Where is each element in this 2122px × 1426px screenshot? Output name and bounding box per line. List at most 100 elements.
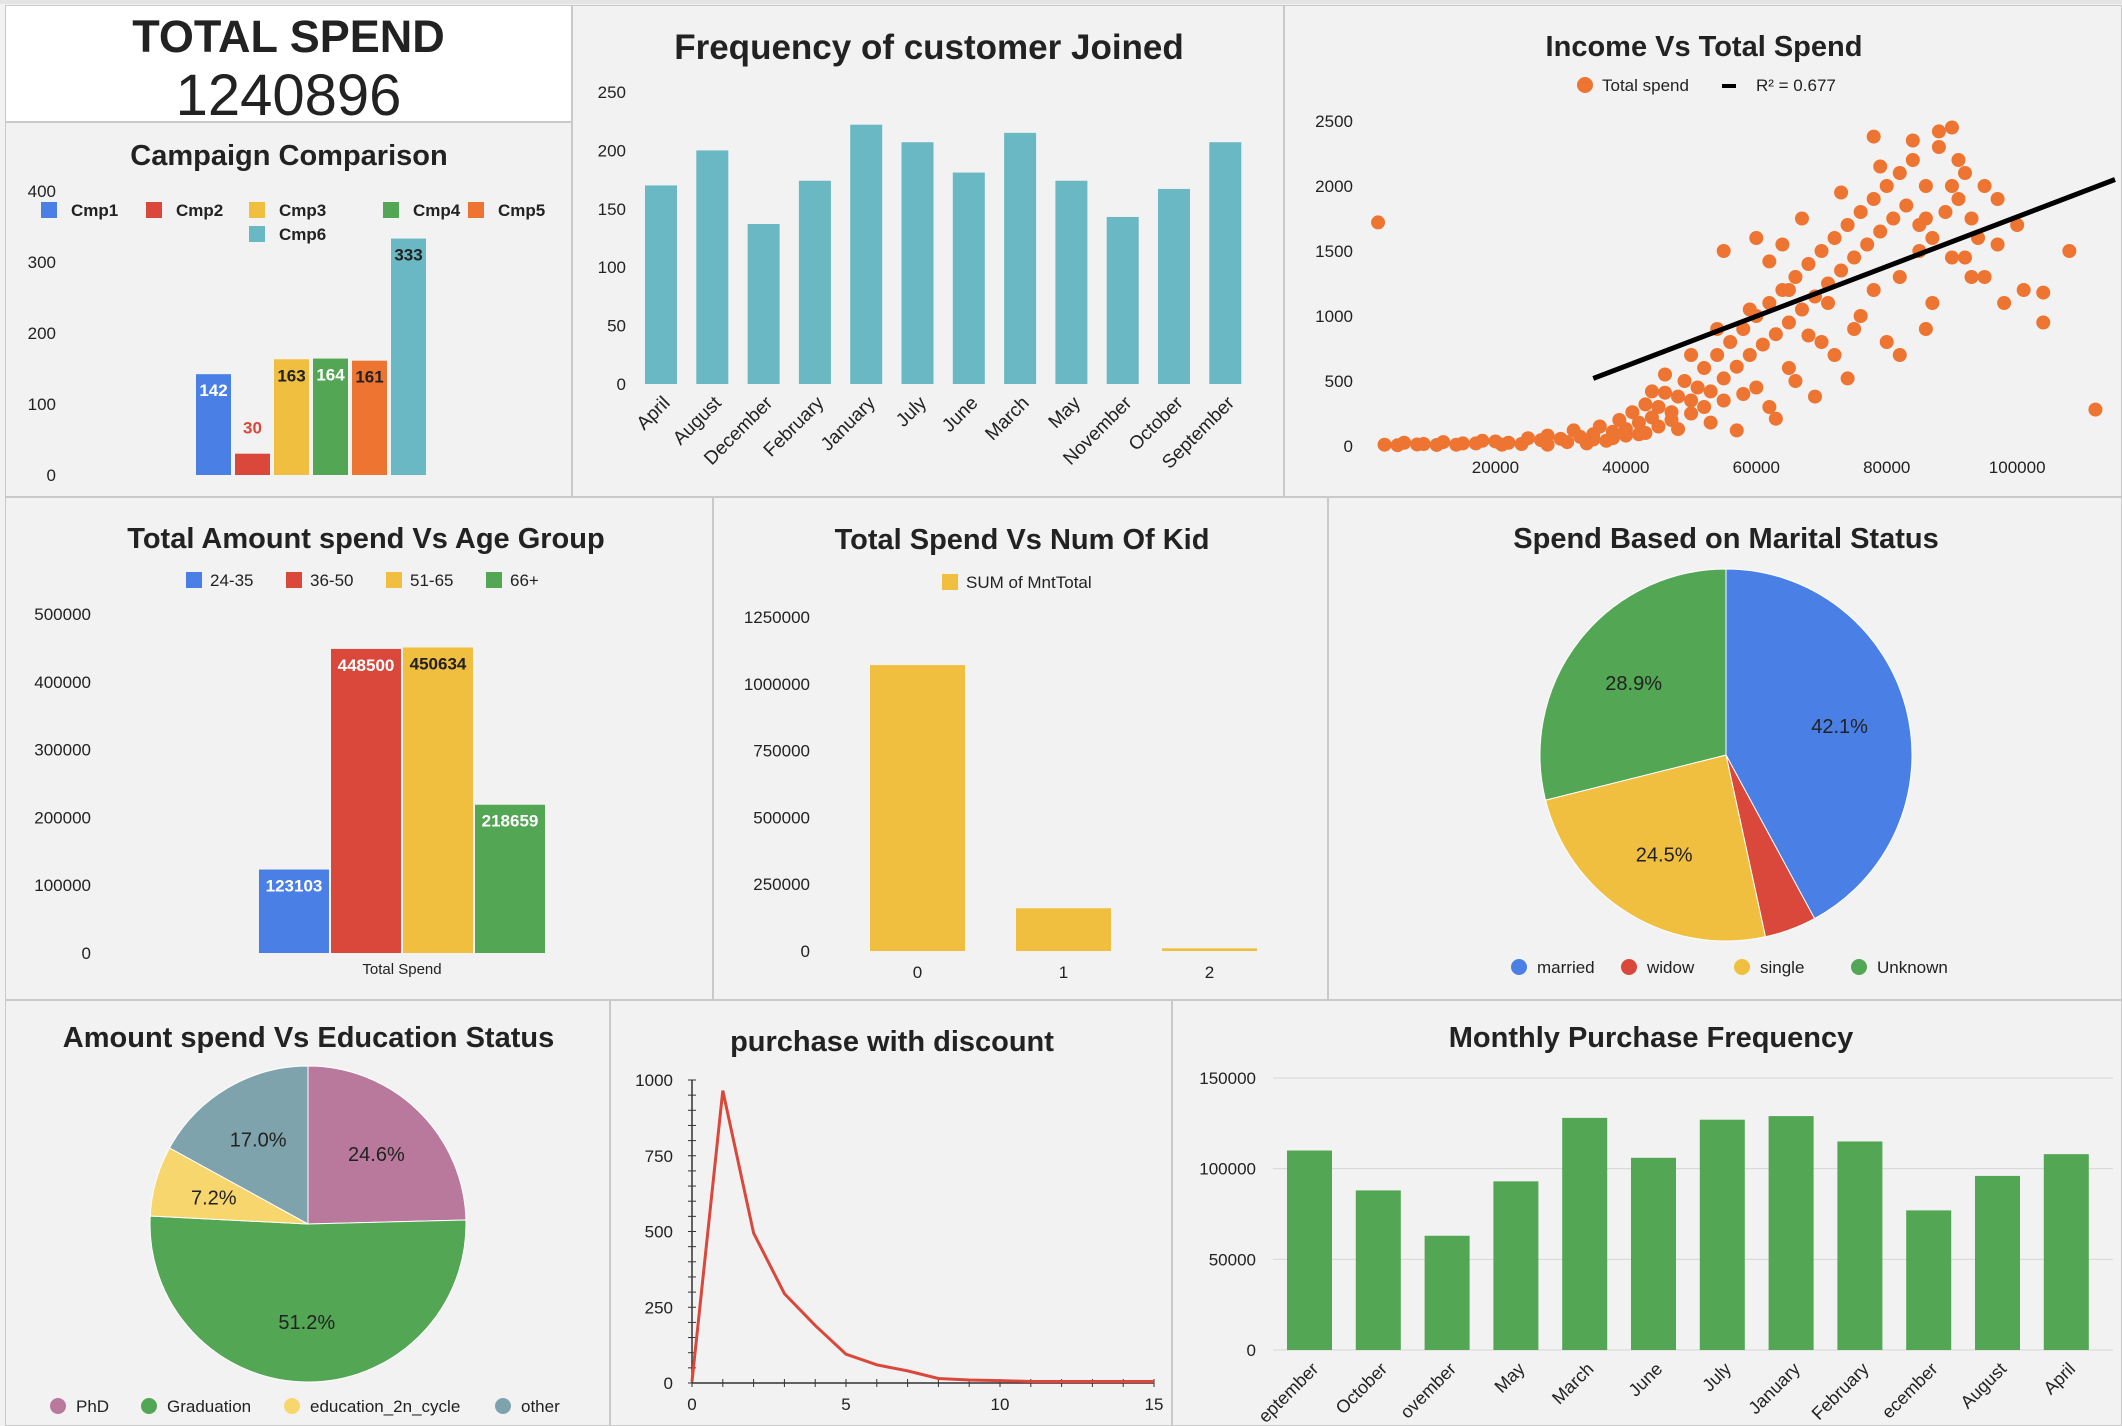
- bar-cmp5: [352, 360, 387, 475]
- scatter-point: [1886, 211, 1901, 226]
- scatter-point: [1814, 244, 1829, 258]
- age-legend-label: 51-65: [410, 571, 453, 590]
- kids-legend-label: SUM of MntTotal: [966, 573, 1092, 592]
- legend-label: Cmp5: [498, 201, 545, 220]
- x-tick-label: 100000: [1989, 458, 2046, 477]
- bar-february: [798, 180, 831, 384]
- age-legend-label: 24-35: [210, 571, 253, 590]
- bar-july: [1699, 1119, 1745, 1350]
- chart-title: Total Amount spend Vs Age Group: [127, 523, 604, 555]
- scatter-point: [1866, 283, 1881, 297]
- scatter-point: [1631, 415, 1646, 430]
- scatter-point: [2062, 244, 2077, 258]
- discount-panel[interactable]: purchase with discount 0 250 500 750 1000 0 5 10…: [610, 1000, 1172, 1426]
- legend-label: married: [1537, 958, 1595, 977]
- legend-marker: [284, 1398, 300, 1414]
- chart-title: Campaign Comparison: [130, 140, 447, 172]
- scatter-point: [1716, 244, 1731, 258]
- monthly-ytick: 0: [1247, 1341, 1256, 1360]
- scatter-point: [1944, 179, 1959, 193]
- customer-joined-panel[interactable]: Frequency of customer Joined 0 50 100 150 200…: [572, 5, 1284, 497]
- scatter-point: [1697, 361, 1712, 375]
- age-legend-label: 36-50: [310, 571, 353, 590]
- num-of-kid-panel[interactable]: Total Spend Vs Num Of Kid SUM of MntTotal…: [713, 497, 1328, 1000]
- scatter-point: [1905, 153, 1920, 167]
- scatter-point: [1801, 257, 1816, 271]
- scatter-point: [1944, 250, 1959, 265]
- joined-ytick: 150: [598, 200, 626, 219]
- scatter-point: [1847, 250, 1862, 265]
- scatter-point: [1514, 437, 1529, 452]
- scatter-point: [2016, 283, 2031, 297]
- bar-december: [1906, 1210, 1952, 1350]
- age-ytick: 500000: [34, 605, 91, 624]
- kids-ytick: 1000000: [744, 675, 810, 694]
- scatter-point: [1749, 231, 1764, 245]
- campaign-ytick: 300: [28, 253, 56, 272]
- age-ytick: 400000: [34, 673, 91, 692]
- scatter-point: [1742, 302, 1757, 317]
- data-label: 123103: [266, 877, 323, 896]
- kids-ytick: 500000: [753, 808, 810, 827]
- scatter-point: [1651, 400, 1666, 414]
- chart-title: Monthly Purchase Frequency: [1449, 1022, 1854, 1054]
- discount-line: [690, 1090, 1154, 1383]
- slice-label: 24.6%: [348, 1144, 405, 1166]
- joined-ytick: 50: [607, 317, 626, 336]
- bar-march: [1004, 132, 1037, 384]
- scatter-point: [1710, 348, 1725, 362]
- scatter-point: [1892, 270, 1907, 284]
- discount-ytick: 0: [664, 1374, 673, 1393]
- scatter-point: [1736, 387, 1751, 401]
- bar-june: [952, 172, 985, 384]
- monthly-purchase-chart: Monthly Purchase Frequency 0 50000 100000 15…: [1199, 1022, 2113, 1425]
- monthly-purchase-panel[interactable]: Monthly Purchase Frequency 0 50000 100000 15…: [1172, 1000, 2122, 1426]
- chart-title: Amount spend Vs Education Status: [63, 1022, 554, 1054]
- scatter-point: [1781, 315, 1796, 330]
- slice-label: 28.9%: [1605, 673, 1662, 695]
- x-tick-label: February: [1808, 1359, 1873, 1424]
- age-group-panel[interactable]: Total Amount spend Vs Age Group 24-35 36-5…: [5, 497, 713, 1000]
- education-panel[interactable]: Amount spend Vs Education Status 24.6% 51.…: [5, 1000, 610, 1426]
- chart-title: purchase with discount: [730, 1026, 1054, 1058]
- x-tick-label: January: [817, 392, 880, 455]
- scatter-point: [1749, 380, 1764, 395]
- campaign-comparison-panel[interactable]: Campaign Comparison 0 100 200 300 400 Cmp1 Cmp2…: [5, 122, 572, 497]
- joined-ytick: 200: [598, 141, 626, 160]
- bar-cmp3: [274, 359, 309, 475]
- scatter-point: [1899, 198, 1914, 213]
- monthly-ytick: 100000: [1199, 1160, 1256, 1179]
- scatter-point: [1494, 437, 1509, 452]
- campaign-ytick: 100: [28, 395, 56, 414]
- legend-label: R² = 0.677: [1756, 76, 1836, 95]
- scatter-point: [1703, 384, 1718, 399]
- slice-label: 51.2%: [278, 1312, 335, 1334]
- pie-slice-single: [1544, 754, 1767, 942]
- scatter-point: [1658, 385, 1672, 400]
- scatter-point: [1377, 437, 1392, 452]
- marital-status-panel[interactable]: Spend Based on Marital Status 42.1% 24.5% 2…: [1328, 497, 2122, 1000]
- pie-slice-graduation: [149, 1215, 467, 1383]
- bar-february: [1837, 1141, 1883, 1350]
- kpi-value: 1240896: [175, 63, 402, 122]
- scatter-point: [1390, 438, 1405, 453]
- data-label: 448500: [338, 656, 395, 675]
- income-vs-spend-panel[interactable]: Income Vs Total Spend Total spend R² = 0.6…: [1284, 5, 2122, 497]
- scatter-point: [1742, 348, 1757, 362]
- bar-september: [1209, 142, 1242, 384]
- scatter-point: [1677, 374, 1692, 388]
- scatter-point: [2036, 285, 2051, 300]
- scatter-point: [1697, 400, 1712, 414]
- scatter-point: [1762, 400, 1777, 414]
- income-ytick: 2500: [1315, 112, 1353, 131]
- scatter-point: [1938, 205, 1953, 219]
- scatter-point: [1729, 423, 1744, 438]
- scatter-point: [1990, 237, 2005, 252]
- data-label: 163: [277, 366, 305, 385]
- campaign-ytick: 400: [28, 182, 56, 201]
- age-ytick: 0: [82, 944, 91, 963]
- campaign-ytick: 200: [28, 324, 56, 343]
- income-ytick: 2000: [1315, 177, 1353, 196]
- scatter-point: [1729, 359, 1744, 374]
